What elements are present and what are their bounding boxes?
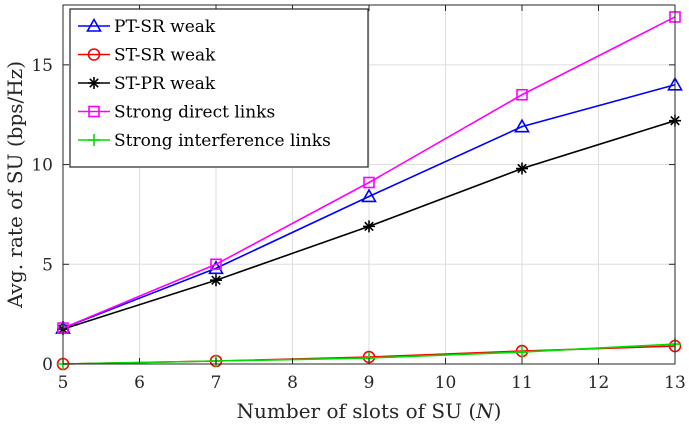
- square-marker: [88, 105, 100, 118]
- x-tick-label: 8: [287, 373, 298, 393]
- legend-box: [69, 8, 369, 168]
- x-tick-label: 6: [134, 373, 145, 393]
- x-tick-label: 7: [211, 373, 222, 393]
- asterisk-marker: [88, 77, 100, 89]
- asterisk-marker: [210, 274, 222, 287]
- y-tick-label: 0: [42, 355, 53, 375]
- legend-label: Strong direct links: [114, 103, 275, 123]
- y-tick-label: 5: [42, 255, 53, 275]
- asterisk-marker: [363, 220, 375, 233]
- legend-entry: Strong direct links: [78, 103, 275, 123]
- legend-label: ST-SR weak: [114, 46, 216, 66]
- x-tick-label: 12: [588, 373, 610, 393]
- legend-label: PT-SR weak: [114, 17, 216, 37]
- triangle-marker: [514, 118, 530, 133]
- circle-marker: [87, 48, 101, 61]
- triangle-marker: [86, 17, 102, 32]
- x-tick-label: 9: [364, 373, 375, 393]
- series-line: [62, 84, 676, 329]
- plus-marker: [516, 346, 528, 359]
- triangle-marker: [208, 260, 224, 275]
- x-axis-label: Number of slots of SU (N): [237, 399, 502, 423]
- plus-marker: [88, 134, 100, 146]
- legend-label: ST-PR weak: [114, 74, 216, 94]
- y-tick-label: 10: [31, 156, 53, 176]
- legend-entry: PT-SR weak: [78, 17, 216, 37]
- asterisk-marker: [516, 162, 528, 175]
- series-layer: [55, 11, 683, 371]
- x-tick-label: 10: [435, 373, 457, 393]
- legend-entry: ST-PR weak: [78, 74, 216, 94]
- x-tick-label: 11: [511, 373, 533, 393]
- square-marker: [210, 258, 222, 271]
- square-marker: [516, 88, 528, 101]
- square-marker: [363, 176, 375, 189]
- y-axis-label: Avg. rate of SU (bps/Hz): [3, 61, 27, 309]
- x-tick-label: 13: [664, 373, 686, 393]
- legend-entry: Strong interference links: [78, 131, 331, 151]
- triangle-marker: [361, 188, 377, 203]
- y-tick-label: 15: [31, 56, 53, 76]
- legend: PT-SR weak ST-SR weak ST-PR weak Strong dir…: [69, 8, 369, 168]
- x-tick-label: 5: [58, 373, 69, 393]
- legend-label: Strong interference links: [114, 131, 331, 151]
- legend-entry: ST-SR weak: [78, 46, 216, 66]
- series-line: [62, 16, 676, 329]
